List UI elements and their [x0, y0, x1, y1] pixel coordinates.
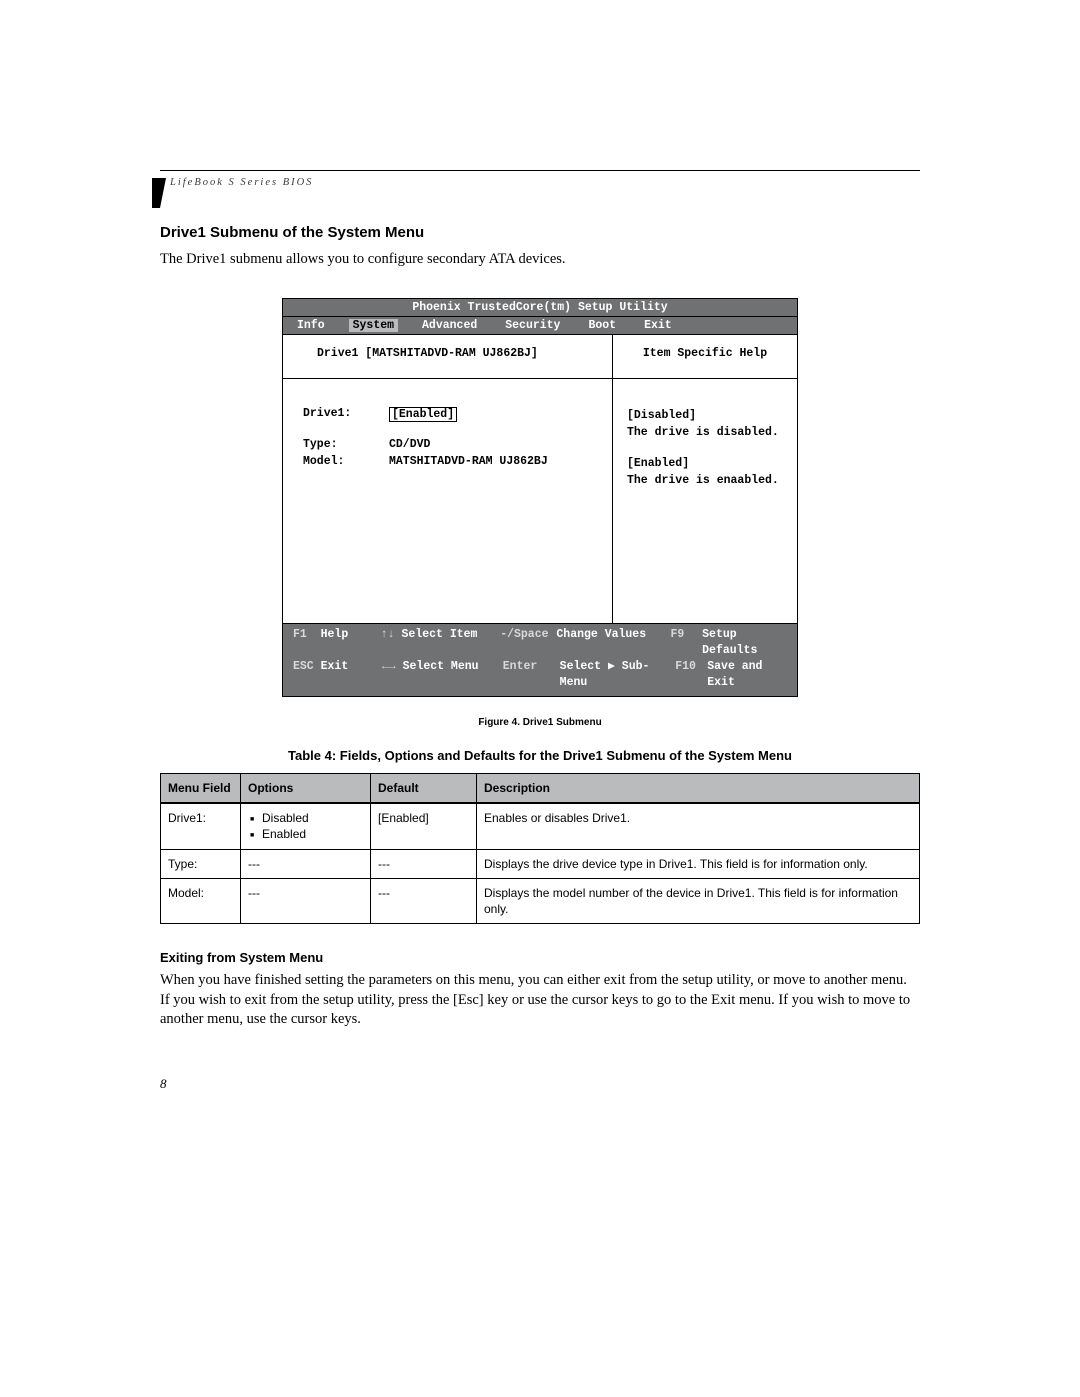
field-type-label: Type:	[303, 438, 389, 451]
table-row: Model:------Displays the model number of…	[161, 878, 920, 923]
cell-description: Displays the drive device type in Drive1…	[477, 849, 920, 878]
cell-default: ---	[371, 878, 477, 923]
bios-menu-bar: Info System Advanced Security Boot Exit	[283, 317, 797, 335]
intro-paragraph: The Drive1 submenu allows you to configu…	[160, 250, 920, 270]
label-help: Help	[321, 628, 349, 641]
table-row: Drive1:DisabledEnabled[Enabled]Enables o…	[161, 803, 920, 849]
key-f10: F10	[675, 659, 707, 691]
table-row: Type:------Displays the drive device typ…	[161, 849, 920, 878]
bios-fields: Drive1: [Enabled] Type: CD/DVD Model: MA…	[283, 379, 612, 623]
bios-subheader-right: Item Specific Help	[613, 335, 797, 379]
field-model-label: Model:	[303, 455, 389, 468]
label-change-values: Change Values	[556, 627, 670, 659]
cell-default: ---	[371, 849, 477, 878]
running-header: LifeBook S Series BIOS	[170, 177, 920, 188]
label-exit: Exit	[321, 660, 349, 673]
label-select-item: Select Item	[402, 628, 478, 641]
cell-field: Drive1:	[161, 803, 241, 849]
key-enter: Enter	[503, 659, 560, 691]
bios-screenshot: Phoenix TrustedCore(tm) Setup Utility In…	[282, 298, 798, 697]
key-f1: F1	[293, 628, 307, 641]
options-table: Menu Field Options Default Description D…	[160, 773, 920, 924]
bios-subheader-left: Drive1 [MATSHITADVD-RAM UJ862BJ]	[283, 335, 612, 379]
section-heading: Drive1 Submenu of the System Menu	[160, 224, 920, 241]
bios-menu-security: Security	[505, 319, 560, 332]
th-options: Options	[241, 773, 371, 803]
th-description: Description	[477, 773, 920, 803]
bios-menu-boot: Boot	[588, 319, 616, 332]
cell-field: Model:	[161, 878, 241, 923]
field-type-value: CD/DVD	[389, 438, 430, 451]
table-caption: Table 4: Fields, Options and Defaults fo…	[160, 748, 920, 763]
key-updown: ↑↓	[381, 628, 395, 641]
field-drive1-value: [Enabled]	[389, 407, 457, 422]
help-enabled-hdr: [Enabled]	[627, 455, 783, 472]
cell-field: Type:	[161, 849, 241, 878]
th-menu-field: Menu Field	[161, 773, 241, 803]
header-rule	[160, 170, 920, 171]
cell-description: Enables or disables Drive1.	[477, 803, 920, 849]
bios-menu-advanced: Advanced	[422, 319, 477, 332]
cell-description: Displays the model number of the device …	[477, 878, 920, 923]
key-minus-space: -/Space	[500, 627, 556, 659]
label-save-exit: Save and Exit	[707, 659, 787, 691]
cell-options: DisabledEnabled	[241, 803, 371, 849]
cell-default: [Enabled]	[371, 803, 477, 849]
exit-paragraph: When you have finished setting the param…	[160, 971, 920, 1030]
field-drive1-label: Drive1:	[303, 407, 389, 422]
bios-menu-system: System	[349, 319, 398, 332]
th-default: Default	[371, 773, 477, 803]
bios-title: Phoenix TrustedCore(tm) Setup Utility	[283, 299, 797, 317]
help-disabled-txt: The drive is disabled.	[627, 424, 783, 441]
page-number: 8	[160, 1076, 167, 1092]
figure-caption: Figure 4. Drive1 Submenu	[160, 717, 920, 728]
key-leftright: ←→	[382, 660, 396, 673]
key-esc: ESC	[293, 660, 314, 673]
bios-help-text: [Disabled] The drive is disabled. [Enabl…	[613, 379, 797, 500]
cell-options: ---	[241, 878, 371, 923]
label-select-menu: Select Menu	[403, 660, 479, 673]
key-f9: F9	[671, 627, 703, 659]
exit-heading: Exiting from System Menu	[160, 950, 920, 965]
help-disabled-hdr: [Disabled]	[627, 407, 783, 424]
table-header-row: Menu Field Options Default Description	[161, 773, 920, 803]
cell-options: ---	[241, 849, 371, 878]
field-model-value: MATSHITADVD-RAM UJ862BJ	[389, 455, 548, 468]
help-enabled-txt: The drive is enaabled.	[627, 472, 783, 489]
bios-menu-exit: Exit	[644, 319, 672, 332]
bios-menu-info: Info	[297, 319, 325, 332]
label-select-sub: Select ▶ Sub-Menu	[560, 659, 676, 691]
label-setup-defaults: Setup Defaults	[702, 627, 787, 659]
bios-footer: F1 Help ↑↓ Select Item -/Space Change Va…	[283, 623, 797, 696]
